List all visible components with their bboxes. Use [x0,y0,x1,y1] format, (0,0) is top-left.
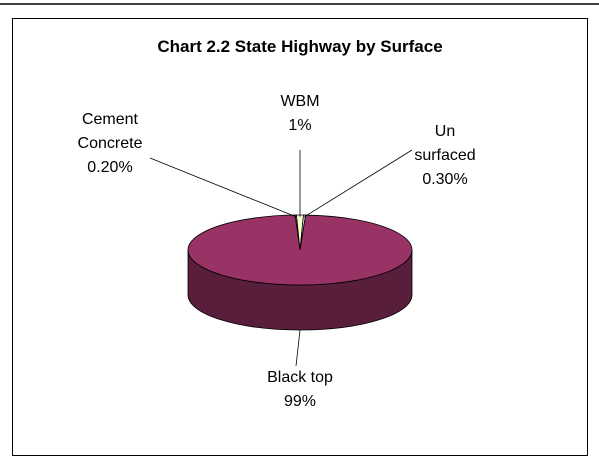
pie [187,214,413,331]
data-label: Black top 99% [267,366,333,414]
leader-line [295,329,301,367]
label-value: 1% [288,117,312,134]
label-value: 0.30% [422,171,468,188]
data-label: WBM 1% [280,90,319,138]
label-value: 0.20% [87,159,133,176]
label-category: Cement Concrete [77,111,143,152]
data-label: Un surfaced 0.30% [414,120,475,192]
label-category: Black top [267,369,333,386]
data-label: Cement Concrete 0.20% [78,108,143,180]
label-category: Un surfaced [414,123,476,164]
label-value: 99% [283,393,317,410]
pie-slice [187,214,413,286]
label-category: WBM [280,93,320,110]
leader-line [149,157,297,218]
leader-line [304,149,413,218]
chart-title: Chart 2.2 State Highway by Surface [157,37,443,56]
